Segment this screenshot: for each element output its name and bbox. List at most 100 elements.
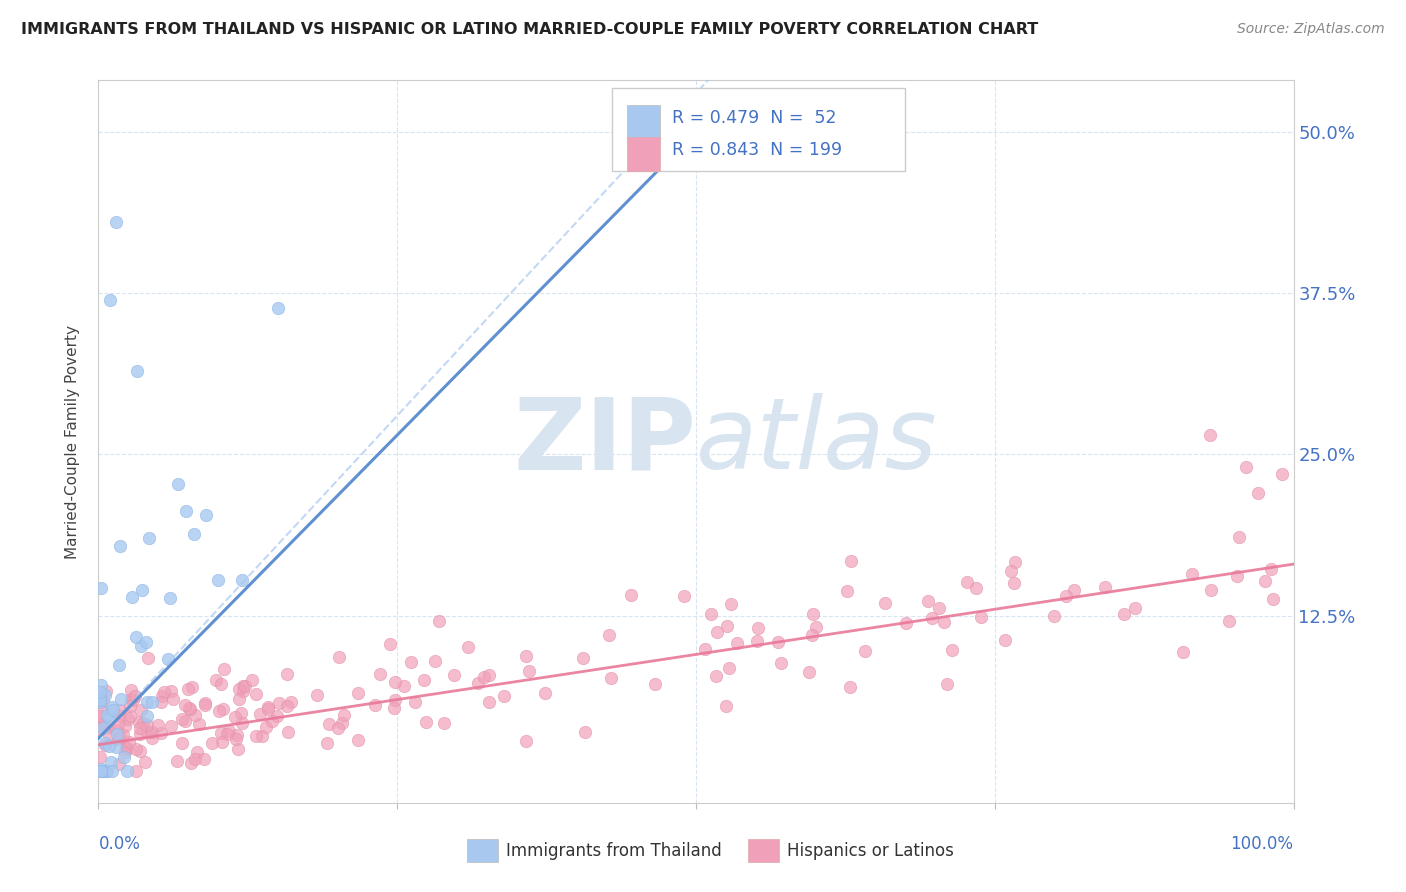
Y-axis label: Married-Couple Family Poverty: Married-Couple Family Poverty	[65, 325, 80, 558]
Text: R = 0.843  N = 199: R = 0.843 N = 199	[672, 141, 842, 159]
Point	[141, 731, 163, 745]
Point	[176, 504, 198, 518]
Point	[156, 652, 179, 666]
Point	[173, 714, 195, 728]
Point	[725, 635, 748, 649]
Point	[89, 693, 111, 707]
Point	[770, 656, 793, 670]
Point	[266, 708, 288, 723]
Point	[194, 696, 217, 710]
Point	[201, 736, 224, 750]
Point	[135, 725, 157, 739]
Point	[136, 718, 159, 732]
Point	[124, 689, 146, 703]
Point	[129, 703, 152, 717]
Point	[136, 708, 159, 723]
Point	[249, 707, 271, 722]
Point	[91, 717, 114, 731]
Point	[89, 695, 111, 709]
Point	[103, 703, 125, 717]
Point	[184, 708, 207, 723]
Point	[965, 581, 987, 595]
Point	[225, 732, 247, 747]
Point	[117, 712, 139, 726]
Point	[129, 639, 152, 653]
Point	[118, 709, 141, 723]
Point	[209, 677, 232, 691]
Point	[276, 698, 298, 713]
Point	[90, 764, 112, 778]
Point	[574, 724, 596, 739]
Point	[98, 712, 121, 726]
Point	[90, 762, 112, 776]
Point	[260, 714, 283, 729]
Point	[94, 688, 117, 702]
Point	[170, 736, 193, 750]
Point	[257, 700, 280, 714]
Point	[799, 665, 821, 680]
Point	[114, 719, 136, 733]
Point	[153, 685, 176, 699]
Text: Immigrants from Thailand: Immigrants from Thailand	[506, 842, 721, 860]
Point	[1123, 601, 1146, 615]
Point	[129, 721, 152, 735]
Point	[104, 723, 127, 738]
Point	[187, 717, 209, 731]
Point	[166, 755, 188, 769]
Point	[105, 740, 128, 755]
Point	[245, 687, 267, 701]
Point	[517, 664, 540, 678]
Point	[141, 695, 163, 709]
Point	[150, 689, 173, 703]
Point	[1260, 562, 1282, 576]
Point	[183, 527, 205, 541]
Point	[801, 627, 824, 641]
Point	[108, 730, 131, 744]
Point	[115, 740, 138, 755]
Point	[195, 508, 218, 522]
Point	[716, 619, 738, 633]
Point	[107, 716, 129, 731]
Point	[1247, 486, 1270, 500]
Point	[941, 643, 963, 657]
Point	[896, 615, 918, 630]
Point	[571, 651, 593, 665]
Point	[179, 756, 201, 770]
Point	[1004, 555, 1026, 569]
Point	[347, 685, 370, 699]
Point	[179, 701, 201, 715]
Point	[457, 640, 479, 654]
Point	[921, 611, 943, 625]
Point	[714, 698, 737, 713]
Point	[89, 692, 111, 706]
Point	[93, 694, 115, 708]
Point	[132, 715, 155, 730]
Point	[307, 689, 329, 703]
Point	[135, 695, 157, 709]
Point	[801, 607, 824, 621]
Text: R = 0.479  N =  52: R = 0.479 N = 52	[672, 109, 837, 128]
FancyBboxPatch shape	[627, 136, 661, 171]
Point	[98, 293, 122, 307]
Point	[693, 641, 716, 656]
Text: 100.0%: 100.0%	[1230, 835, 1294, 854]
Point	[209, 726, 232, 740]
Point	[121, 590, 143, 604]
Point	[956, 575, 979, 590]
Point	[90, 709, 112, 723]
Point	[138, 531, 160, 545]
Point	[932, 615, 955, 630]
Point	[1234, 460, 1257, 475]
Point	[91, 704, 114, 718]
Point	[118, 735, 141, 749]
Point	[94, 736, 117, 750]
Point	[211, 735, 233, 749]
Text: ZIP: ZIP	[513, 393, 696, 490]
Point	[208, 704, 231, 718]
Point	[232, 684, 254, 698]
Point	[172, 712, 194, 726]
Point	[93, 764, 115, 778]
Point	[89, 722, 111, 736]
Point	[1094, 580, 1116, 594]
Point	[384, 675, 406, 690]
